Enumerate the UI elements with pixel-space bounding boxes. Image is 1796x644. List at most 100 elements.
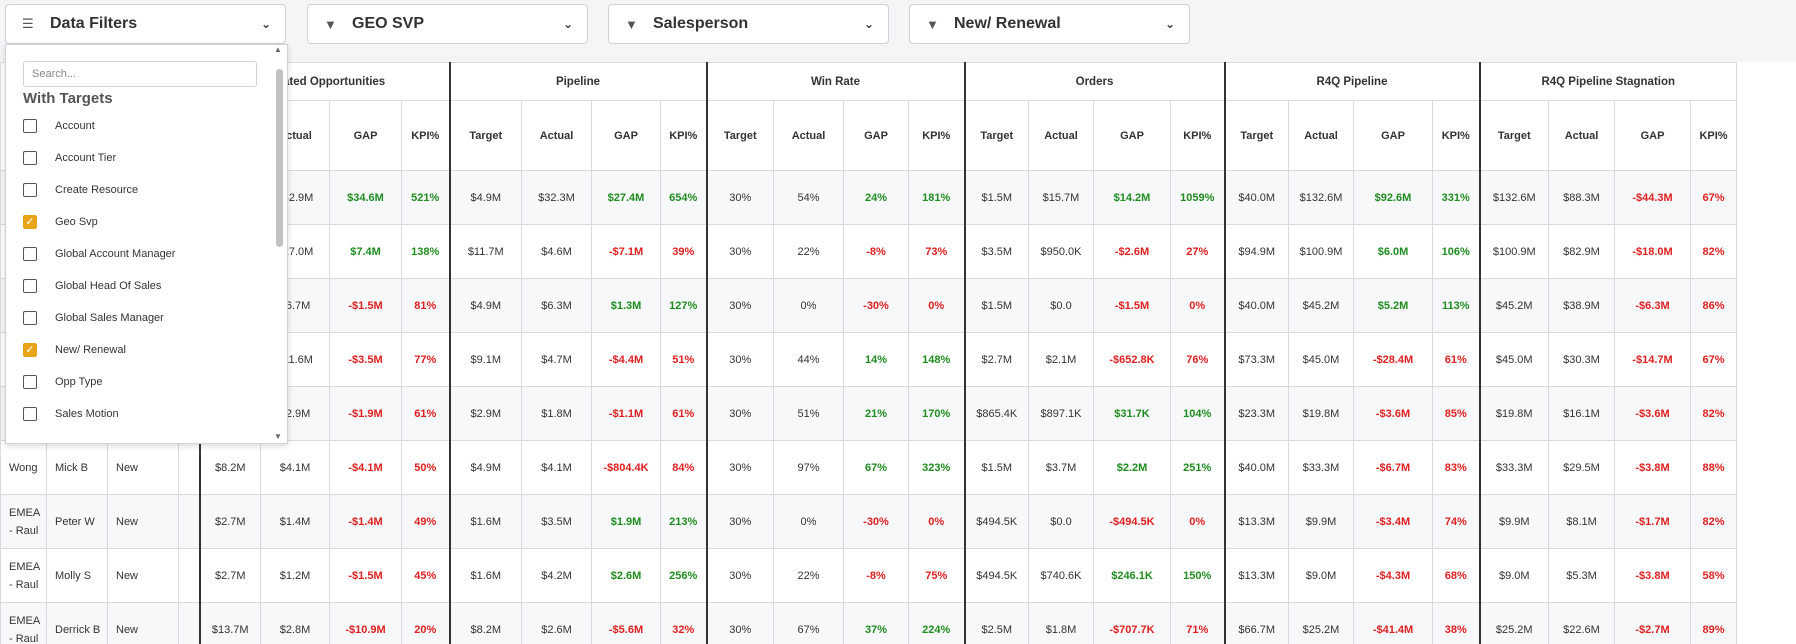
kpi-cell: 89% bbox=[1690, 602, 1737, 644]
checkbox-checked[interactable]: ✓ bbox=[23, 215, 37, 229]
new-renewal-cell: New bbox=[107, 548, 179, 603]
filter-option[interactable]: ✓ New/ Renewal bbox=[23, 334, 263, 366]
target-cell: 30% bbox=[705, 170, 774, 225]
gap-cell: $31.7K bbox=[1093, 386, 1171, 441]
column-header[interactable]: GAP bbox=[1614, 100, 1691, 171]
filter-option[interactable]: ✓ Geo Svp bbox=[23, 206, 263, 238]
data-filters-button[interactable]: ☰ Data Filters ⌄ bbox=[5, 4, 286, 44]
gap-cell: $246.1K bbox=[1093, 548, 1171, 603]
spacer-cell bbox=[178, 440, 200, 495]
column-header[interactable]: KPI% bbox=[908, 100, 965, 171]
target-cell: $13.3M bbox=[1223, 494, 1289, 549]
actual-cell: $29.5M bbox=[1548, 440, 1615, 495]
filter-icon: ▼ bbox=[324, 16, 337, 32]
column-header[interactable]: Target bbox=[1223, 100, 1289, 171]
kpi-cell: 50% bbox=[401, 440, 450, 495]
column-header[interactable]: Actual bbox=[773, 100, 844, 171]
actual-cell: 44% bbox=[773, 332, 844, 387]
column-header[interactable]: KPI% bbox=[1170, 100, 1225, 171]
column-header[interactable]: Actual bbox=[1548, 100, 1615, 171]
checkbox[interactable] bbox=[23, 151, 37, 165]
gap-cell: $6.0M bbox=[1353, 224, 1433, 279]
gap-cell: -$3.4M bbox=[1353, 494, 1433, 549]
column-header[interactable]: Actual bbox=[1028, 100, 1094, 171]
filter-option[interactable]: Sales Motion bbox=[23, 398, 263, 430]
column-header[interactable]: Target bbox=[705, 100, 774, 171]
gap-cell: -$707.7K bbox=[1093, 602, 1171, 644]
table-row[interactable]: EMEA - Raul Derrick B New $13.7M $2.8M -$10.9… bbox=[0, 602, 1737, 644]
target-cell: $1.5M bbox=[963, 440, 1029, 495]
table-row[interactable]: .2M$42.9M$34.6M521%$4.9M$32.3M$27.4M654%… bbox=[0, 170, 1737, 225]
filter-option[interactable]: Global Head Of Sales bbox=[23, 270, 263, 302]
kpi-cell: 39% bbox=[660, 224, 707, 279]
column-header[interactable]: KPI% bbox=[660, 100, 707, 171]
column-header[interactable]: KPI% bbox=[1432, 100, 1480, 171]
filter-option[interactable]: Global Account Manager bbox=[23, 238, 263, 270]
filter-option[interactable]: Account Tier bbox=[23, 142, 263, 174]
column-header[interactable]: GAP bbox=[1353, 100, 1433, 171]
gap-cell: -$1.1M bbox=[591, 386, 661, 441]
scroll-up-icon[interactable]: ▲ bbox=[274, 45, 282, 54]
gap-cell: -$3.8M bbox=[1614, 548, 1691, 603]
checkbox[interactable] bbox=[23, 119, 37, 133]
chevron-down-icon: ⌄ bbox=[863, 17, 874, 31]
gap-cell: -$804.4K bbox=[591, 440, 661, 495]
new-renewal-cell: New bbox=[107, 494, 179, 549]
column-header[interactable]: GAP bbox=[591, 100, 661, 171]
geo-svp-filter[interactable]: ▼ GEO SVP ⌄ bbox=[307, 4, 588, 44]
column-header[interactable]: GAP bbox=[843, 100, 909, 171]
scrollbar[interactable]: ▲ ▼ bbox=[273, 45, 285, 443]
filter-option[interactable]: Create Resource bbox=[23, 174, 263, 206]
new-renewal-cell: New bbox=[107, 602, 179, 644]
spacer-cell bbox=[178, 494, 200, 549]
kpi-cell: 74% bbox=[1432, 494, 1480, 549]
column-header[interactable]: Target bbox=[1478, 100, 1549, 171]
column-header[interactable]: KPI% bbox=[401, 100, 450, 171]
actual-cell: $0.0 bbox=[1028, 494, 1094, 549]
target-cell: $13.3M bbox=[1223, 548, 1289, 603]
database-icon: ☰ bbox=[22, 16, 34, 31]
checkbox[interactable] bbox=[23, 247, 37, 261]
actual-cell: $32.3M bbox=[521, 170, 592, 225]
scroll-down-icon[interactable]: ▼ bbox=[274, 432, 282, 441]
salesperson-filter[interactable]: ▼ Salesperson ⌄ bbox=[608, 4, 889, 44]
gap-cell: -$14.7M bbox=[1614, 332, 1691, 387]
column-header[interactable]: Actual bbox=[521, 100, 592, 171]
group-header: Orders bbox=[963, 62, 1225, 101]
actual-cell: $100.9M bbox=[1288, 224, 1354, 279]
target-cell: $1.5M bbox=[963, 278, 1029, 333]
checkbox[interactable] bbox=[23, 407, 37, 421]
table-row[interactable]: Wong Mick B New $8.2M $4.1M -$4.1M 50% $4.9M $4.… bbox=[0, 440, 1737, 495]
table-row[interactable]: EMEA - Raul Peter W New $2.7M $1.4M -$1.4M 49%… bbox=[0, 494, 1737, 549]
filter-option[interactable]: Opp Type bbox=[23, 366, 263, 398]
spacer-cell bbox=[178, 548, 200, 603]
column-header[interactable]: Actual bbox=[1288, 100, 1354, 171]
column-header[interactable]: KPI% bbox=[1690, 100, 1737, 171]
gap-cell: -$1.9M bbox=[329, 386, 402, 441]
checkbox[interactable] bbox=[23, 183, 37, 197]
search-input[interactable] bbox=[23, 61, 257, 87]
target-cell: $40.0M bbox=[1223, 440, 1289, 495]
column-header[interactable]: GAP bbox=[1093, 100, 1171, 171]
table-row[interactable]: .1M$11.6M-$3.5M77%$9.1M$4.7M-$4.4M51%30%… bbox=[0, 332, 1737, 387]
column-header[interactable]: Target bbox=[448, 100, 522, 171]
checkbox[interactable] bbox=[23, 375, 37, 389]
new-renewal-filter[interactable]: ▼ New/ Renewal ⌄ bbox=[909, 4, 1190, 44]
target-cell: $4.9M bbox=[448, 170, 522, 225]
kpi-cell: 1059% bbox=[1170, 170, 1225, 225]
kpi-cell: 49% bbox=[401, 494, 450, 549]
gap-cell: -$3.6M bbox=[1614, 386, 1691, 441]
filter-option-label: Sales Motion bbox=[55, 408, 119, 420]
scrollbar-thumb[interactable] bbox=[276, 69, 283, 247]
data-filters-dropdown: With Targets Account Account Tier Create R… bbox=[5, 44, 288, 444]
column-header[interactable]: GAP bbox=[329, 100, 402, 171]
checkbox-checked[interactable]: ✓ bbox=[23, 343, 37, 357]
checkbox[interactable] bbox=[23, 311, 37, 325]
gap-cell: -$5.6M bbox=[591, 602, 661, 644]
filter-option[interactable]: Global Sales Manager bbox=[23, 302, 263, 334]
checkbox[interactable] bbox=[23, 279, 37, 293]
column-header[interactable]: Target bbox=[963, 100, 1029, 171]
filter-option[interactable]: Account bbox=[23, 110, 263, 142]
table-row[interactable]: EMEA - Raul Molly S New $2.7M $1.2M -$1.5M 45%… bbox=[0, 548, 1737, 603]
gap-cell: $5.2M bbox=[1353, 278, 1433, 333]
